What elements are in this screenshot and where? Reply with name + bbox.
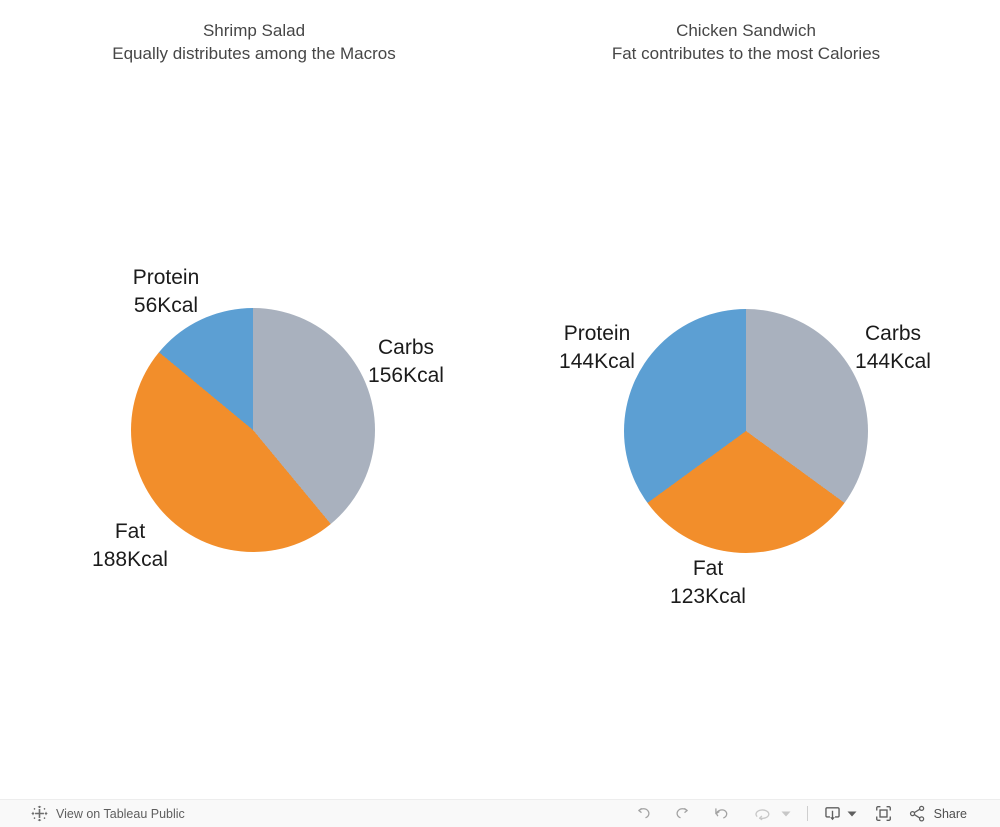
undo-button[interactable] [634,803,653,825]
download-button[interactable] [823,803,842,825]
view-on-tableau-public-link[interactable]: View on Tableau Public [31,805,185,822]
toolbar-divider [806,806,808,821]
fullscreen-button[interactable] [874,803,893,825]
chart-subtitle: Equally distributes among the Macros [112,44,396,63]
slice-label-protein: Protein 144Kcal [559,322,635,373]
slice-label-fat: Fat 123Kcal [670,557,746,608]
redo-button[interactable] [673,803,692,825]
slice-label-carbs: Carbs 144Kcal [855,322,931,373]
reset-button[interactable] [712,803,731,825]
share-label: Share [933,806,967,821]
slice-label-fat: Fat 188Kcal [92,520,168,571]
view-on-tableau-public-label: View on Tableau Public [56,806,185,821]
refresh-dropdown-caret[interactable] [781,803,791,825]
chart-title-shrimp-salad: Shrimp Salad Equally distributes among t… [4,19,504,65]
chart-title-line1: Shrimp Salad [202,21,306,40]
download-dropdown-caret[interactable] [847,803,857,825]
pie-chart-shrimp-salad[interactable] [131,308,375,552]
toolbar-actions: Share [634,803,967,825]
tableau-logo-icon [31,805,48,822]
pie-chart-chicken-sandwich[interactable] [624,309,868,553]
chart-title-line1: Chicken Sandwich [676,21,816,40]
share-button[interactable]: Share [908,803,967,825]
slice-label-carbs: Carbs 156Kcal [368,336,444,387]
refresh-button[interactable] [753,803,773,825]
slice-label-protein: Protein 56Kcal [132,266,200,317]
chart-title-chicken-sandwich: Chicken Sandwich Fat contributes to the … [496,19,996,65]
chart-subtitle: Fat contributes to the most Calories [611,44,881,63]
tableau-embed-toolbar: View on Tableau Public [0,799,1000,827]
